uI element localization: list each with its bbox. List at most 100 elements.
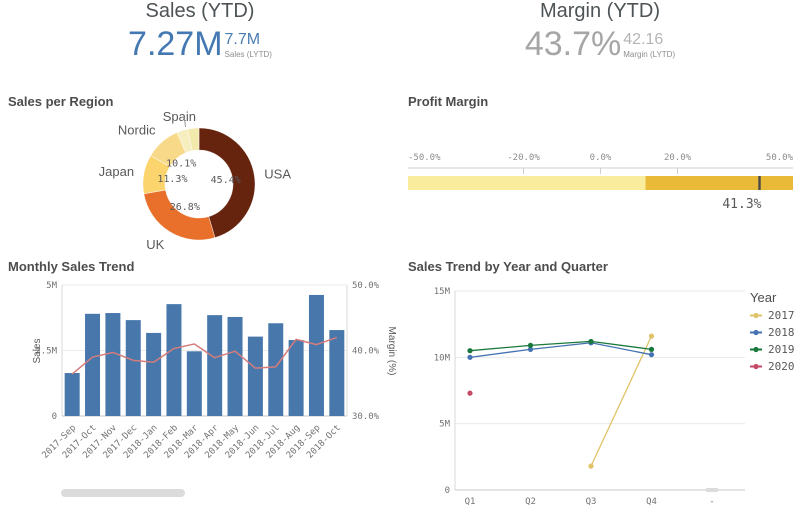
slice-percent-label: 26.8% bbox=[170, 202, 200, 213]
legend-label: 2020 bbox=[768, 360, 795, 373]
gauge-tick-label: 0.0% bbox=[590, 153, 612, 163]
left-axis-tick: 5M bbox=[46, 281, 57, 291]
kpi-sales-ytd: Sales (YTD) 7.27M 7.7M Sales (LYTD) bbox=[0, 0, 400, 61]
bar-2018-Aug[interactable] bbox=[288, 340, 304, 416]
bar-2018-Jan[interactable] bbox=[146, 332, 162, 416]
gauge-value-marker bbox=[758, 176, 761, 190]
bar-2018-Jun[interactable] bbox=[247, 336, 263, 416]
bar-2018-Apr[interactable] bbox=[207, 315, 223, 416]
legend-label: 2017 bbox=[768, 309, 795, 322]
x-axis-label: Q2 bbox=[525, 497, 536, 507]
legend-marker-dot bbox=[753, 329, 759, 336]
bar-2017-Oct[interactable] bbox=[85, 313, 101, 416]
data-point-2019[interactable] bbox=[527, 342, 534, 348]
right-axis-title: Margin (%) bbox=[386, 327, 397, 376]
x-axis-label: - bbox=[709, 497, 714, 507]
sales-per-region-chart: 45.4% USA 26.8% UK 11.3% Japan 10.1% Nordic Spai… bbox=[99, 109, 292, 252]
bar-2018-Sep[interactable] bbox=[308, 294, 324, 416]
gauge-value-label: 41.3% bbox=[722, 197, 761, 212]
x-axis-label: Q1 bbox=[465, 497, 476, 507]
slice-percent-label: 45.4% bbox=[211, 175, 241, 186]
kpi-margin-secondary-value: 42.16 bbox=[623, 31, 664, 48]
horizontal-scrollbar-thumb[interactable] bbox=[61, 489, 185, 497]
spain-leader-line bbox=[184, 118, 186, 128]
right-axis-tick: 30.0% bbox=[352, 412, 380, 422]
kpi-margin-ytd: Margin (YTD) 43.7% 42.16 Margin (LYTD) bbox=[400, 0, 800, 61]
data-point-2019[interactable] bbox=[467, 348, 473, 354]
donut-slice-usa[interactable] bbox=[198, 127, 256, 239]
bar-2018-Jul[interactable] bbox=[268, 323, 284, 416]
donut-slice-unlabeled[interactable] bbox=[187, 127, 200, 152]
donut-chart-title: Sales per Region bbox=[8, 94, 114, 109]
legend-title: Year bbox=[750, 290, 777, 305]
gauge-tick-label: -20.0% bbox=[507, 153, 540, 163]
legend-marker-dot bbox=[753, 346, 759, 353]
kpi-sales-value-row: 7.27M 7.7M Sales (LYTD) bbox=[0, 27, 400, 61]
x-axis-label: Q4 bbox=[646, 497, 657, 507]
bar-2018-Oct[interactable] bbox=[329, 330, 345, 416]
kpi-sales-secondary-value: 7.7M bbox=[224, 31, 261, 48]
data-point-2017[interactable] bbox=[588, 463, 594, 469]
right-axis-tick: 40.0% bbox=[352, 347, 380, 357]
kpi-sales-value: 7.27M bbox=[128, 25, 223, 63]
gauge-chart-title: Profit Margin bbox=[408, 94, 489, 109]
legend-item-2019[interactable]: 2019 bbox=[750, 343, 795, 356]
bar-2017-Nov[interactable] bbox=[105, 313, 121, 416]
y-axis-tick: 0 bbox=[445, 486, 450, 496]
x-axis-label: Q3 bbox=[586, 497, 597, 507]
legend-label: 2019 bbox=[768, 343, 795, 356]
gauge-tick-label: -50.0% bbox=[408, 153, 441, 163]
gauge-tick-label: 50.0% bbox=[766, 153, 794, 163]
data-point-2018[interactable] bbox=[467, 354, 473, 360]
slice-label-nordic: Nordic bbox=[118, 122, 156, 137]
gauge-tick-label: 20.0% bbox=[664, 153, 692, 163]
data-point-2018[interactable] bbox=[648, 352, 655, 358]
bar-2017-Sep[interactable] bbox=[64, 373, 80, 416]
legend-marker-dot bbox=[753, 312, 759, 319]
kpi-sales-secondary-label: Sales (LYTD) bbox=[224, 50, 272, 59]
data-point-2019[interactable] bbox=[588, 338, 594, 345]
slice-label-spain: Spain bbox=[163, 109, 196, 124]
y-axis-tick: 5M bbox=[439, 420, 450, 430]
kpi-margin-value-row: 43.7% 42.16 Margin (LYTD) bbox=[400, 27, 800, 61]
slice-label-usa: USA bbox=[264, 166, 291, 181]
kpi-margin-title: Margin (YTD) bbox=[539, 0, 660, 22]
line-chart-title: Sales Trend by Year and Quarter bbox=[408, 259, 608, 274]
data-point-2020[interactable] bbox=[467, 390, 473, 396]
kpi-sales-title: Sales (YTD) bbox=[145, 0, 255, 22]
legend-item-2017[interactable]: 2017 bbox=[750, 309, 795, 322]
left-axis-tick: 2.5M bbox=[35, 347, 57, 357]
data-point-2019[interactable] bbox=[648, 346, 655, 352]
legend-item-2018[interactable]: 2018 bbox=[750, 326, 795, 339]
margin-line-series[interactable] bbox=[71, 336, 338, 375]
profit-margin-gauge: -50.0% -20.0% 0.0% 20.0% 50.0% 41.3% bbox=[408, 153, 794, 212]
y-axis-tick: 10M bbox=[434, 353, 451, 363]
bar-2017-Dec[interactable] bbox=[125, 320, 141, 416]
bar-2018-Feb[interactable] bbox=[166, 304, 182, 416]
slice-percent-label: 10.1% bbox=[166, 159, 196, 170]
kpi-margin-secondary-label: Margin (LYTD) bbox=[623, 50, 676, 59]
gauge-segment-0[interactable] bbox=[408, 176, 646, 190]
line-series-2017[interactable] bbox=[590, 335, 653, 467]
data-point-2017[interactable] bbox=[648, 333, 655, 339]
y-axis-tick: 15M bbox=[434, 287, 451, 297]
bar-2018-Mar[interactable] bbox=[186, 351, 202, 416]
legend-marker-dot bbox=[753, 363, 759, 370]
bar-2018-May[interactable] bbox=[227, 316, 243, 416]
gauge-segment-1[interactable] bbox=[645, 176, 793, 190]
combo-chart-title: Monthly Sales Trend bbox=[8, 259, 135, 274]
sales-trend-by-year-quarter-chart: 0 5M 10M 15M Q1 Q2 Q3 Q4 - Year 2017 2018 2019 2020 bbox=[434, 287, 795, 507]
right-axis-tick: 50.0% bbox=[352, 281, 380, 291]
slice-percent-label: 11.3% bbox=[157, 174, 187, 185]
line-series-2018[interactable] bbox=[469, 342, 652, 358]
slice-label-uk: UK bbox=[146, 237, 164, 252]
kpi-margin-value: 43.7% bbox=[524, 25, 622, 63]
donut-slice-uk[interactable] bbox=[143, 189, 216, 241]
left-axis-title: Sales bbox=[32, 338, 43, 363]
data-point-2018[interactable] bbox=[527, 346, 534, 352]
slice-label-japan: Japan bbox=[99, 164, 134, 179]
line-series-2019[interactable] bbox=[469, 340, 652, 352]
legend-item-2020[interactable]: 2020 bbox=[750, 360, 795, 373]
left-axis-tick: 0 bbox=[52, 412, 57, 422]
